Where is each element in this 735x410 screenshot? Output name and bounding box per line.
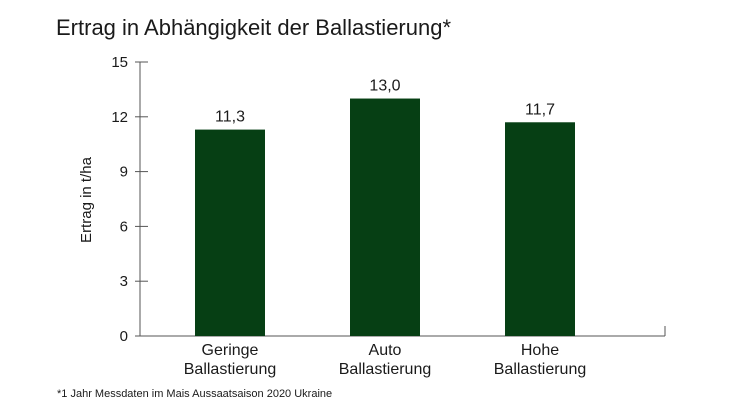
y-tick-label: 9 (120, 164, 128, 181)
y-tick-label: 15 (111, 54, 128, 71)
bar (350, 98, 420, 337)
x-category-label: Auto (369, 342, 402, 359)
y-tick-label: 6 (120, 218, 128, 235)
y-ticks: 0 3 6 9 12 15 (111, 54, 148, 345)
bar-value-label: 11,7 (525, 101, 555, 118)
x-category-label: Ballastierung (494, 361, 587, 378)
y-tick-label: 12 (111, 109, 128, 126)
footnote: *1 Jahr Messdaten im Mais Aussaatsaison … (57, 388, 333, 400)
x-category-label: Hohe (521, 342, 559, 359)
x-category-label: Ballastierung (339, 361, 432, 378)
y-tick-label: 3 (120, 273, 128, 290)
bars: 11,3 13,0 11,7 (195, 78, 575, 337)
bar (505, 122, 575, 336)
x-category-label: Ballastierung (184, 361, 277, 378)
bar-value-label: 11,3 (215, 109, 245, 126)
x-category-labels: Geringe Ballastierung Auto Ballastierung Hoh… (184, 342, 587, 378)
y-tick-label: 0 (120, 328, 128, 345)
x-category-label: Geringe (202, 342, 259, 359)
y-axis-title: Ertrag in t/ha (78, 156, 95, 243)
bar (195, 129, 265, 336)
chart-title: Ertrag in Abhängigkeit der Ballastierung… (56, 15, 452, 40)
bar-value-label: 13,0 (369, 78, 400, 95)
